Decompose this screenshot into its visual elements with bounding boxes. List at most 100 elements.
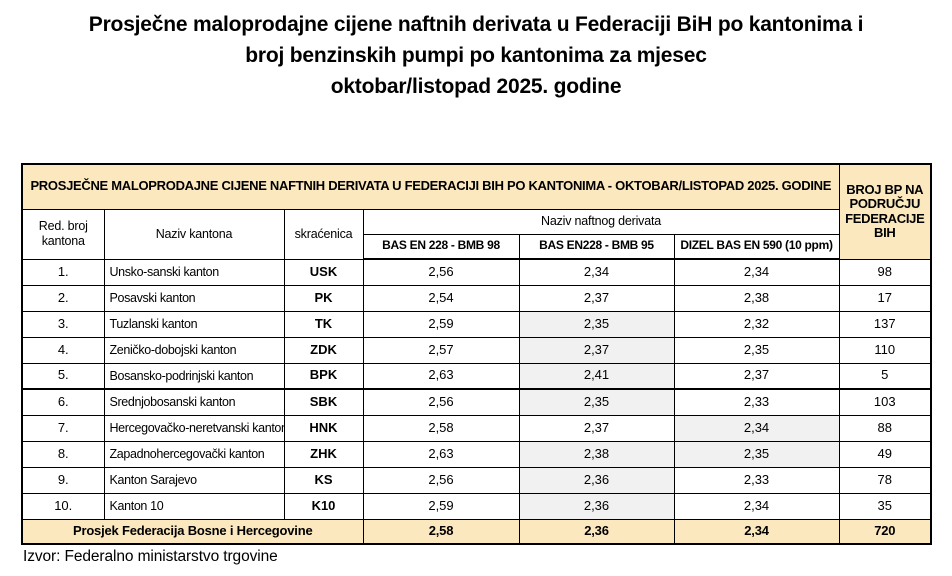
table-title-row: PROSJEČNE MALOPRODAJNE CIJENE NAFTNIH DE… [21,163,932,260]
price-bmb95: 2,34 [518,258,675,286]
price-bmb95: 2,36 [518,492,675,520]
col-header-red-broj: Red. broj kantona [21,208,105,260]
price-bmb95: 2,37 [518,336,675,364]
canton-name: Tuzlanski kanton [103,310,285,338]
price-dizel: 2,33 [673,466,840,494]
price-dizel: 2,35 [673,440,840,468]
page-title: Prosječne maloprodajne cijene naftnih de… [0,9,952,102]
col-header-bmb98: BAS EN 228 - BMB 98 [362,233,520,260]
table-main-header: PROSJEČNE MALOPRODAJNE CIJENE NAFTNIH DE… [21,163,840,210]
table-row: 3. Tuzlanski kanton TK 2,59 2,35 2,32 13… [21,310,932,338]
row-number: 1. [21,258,105,286]
price-dizel: 2,34 [673,414,840,442]
col-header-red-broj-line1: Red. broj [38,219,88,233]
row-number: 6. [21,388,105,416]
bp-count: 110 [838,336,932,364]
canton-abbr: SBK [283,388,364,416]
price-bmb95: 2,35 [518,388,675,416]
canton-name: Zapadnohercegovački kanton [103,440,285,468]
bp-count: 78 [838,466,932,494]
canton-abbr: TK [283,310,364,338]
bp-count: 98 [838,258,932,286]
price-bmb98: 2,57 [362,336,520,364]
fuel-price-table: PROSJEČNE MALOPRODAJNE CIJENE NAFTNIH DE… [21,163,933,545]
table-row: 2. Posavski kanton PK 2,54 2,37 2,38 17 [21,284,932,312]
price-bmb98: 2,56 [362,258,520,286]
derivative-header-row: BAS EN 228 - BMB 98 BAS EN228 - BMB 95 D… [22,233,931,260]
bp-header-line: BROJ BP NA [846,181,924,197]
canton-abbr: ZHK [283,440,364,468]
table-row: 6. Srednjobosanski kanton SBK 2,56 2,35 … [21,388,932,416]
col-header-bmb95: BAS EN228 - BMB 95 [518,233,675,260]
canton-name: Unsko-sanski kanton [103,258,285,286]
summary-price-bmb98: 2,58 [362,518,520,545]
price-bmb95: 2,36 [518,466,675,494]
bp-count: 35 [838,492,932,520]
table-row: 4. Zeničko-dobojski kanton ZDK 2,57 2,37… [21,336,932,364]
col-header-red-broj-line2: kantona [41,234,85,248]
table-row: 8. Zapadnohercegovački kanton ZHK 2,63 2… [21,440,932,468]
bp-header-line: BIH [874,225,896,241]
bp-count: 5 [838,362,932,390]
price-dizel: 2,37 [673,362,840,390]
row-number: 5. [21,362,105,390]
row-number: 4. [21,336,105,364]
table-row: 9. Kanton Sarajevo KS 2,56 2,36 2,33 78 [21,466,932,494]
price-bmb95: 2,35 [518,310,675,338]
bp-header-line: PODRUČJU [849,196,921,212]
price-dizel: 2,38 [673,284,840,312]
table-row: 1. Unsko-sanski kanton USK 2,56 2,34 2,3… [21,258,932,286]
table-row: 7. Hercegovačko-neretvanski kanton HNK 2… [21,414,932,442]
page-title-line: broj benzinskih pumpi po kantonima za mj… [245,44,707,67]
bp-column-header: BROJ BP NA PODRUČJU FEDERACIJE BIH [838,163,932,260]
table-row: 5. Bosansko-podrinjski kanton BPK 2,63 2… [21,362,932,390]
table-row: 10. Kanton 10 K10 2,59 2,36 2,34 35 [21,492,932,520]
canton-abbr: USK [283,258,364,286]
price-dizel: 2,33 [673,388,840,416]
price-bmb98: 2,59 [362,492,520,520]
canton-name: Bosansko-podrinjski kanton [103,362,285,390]
price-dizel: 2,32 [673,310,840,338]
price-dizel: 2,35 [673,336,840,364]
price-bmb98: 2,63 [362,440,520,468]
bp-count: 137 [838,310,932,338]
summary-price-dizel: 2,34 [673,518,840,545]
source-note: Izvor: Federalno ministarstvo trgovine [23,548,278,565]
summary-label: Prosjek Federacija Bosne i Hercegovine [21,518,364,545]
price-bmb98: 2,58 [362,414,520,442]
price-dizel: 2,34 [673,258,840,286]
price-bmb95: 2,37 [518,414,675,442]
row-number: 3. [21,310,105,338]
canton-name: Hercegovačko-neretvanski kanton [103,414,285,442]
bp-count: 49 [838,440,932,468]
canton-abbr: BPK [283,362,364,390]
row-number: 7. [21,414,105,442]
price-bmb95: 2,37 [518,284,675,312]
row-number: 9. [21,466,105,494]
canton-name: Kanton Sarajevo [103,466,285,494]
column-header-row: Red. broj kantona Naziv kantona skraćeni… [21,208,931,260]
canton-name: Posavski kanton [103,284,285,312]
bp-count: 17 [838,284,932,312]
col-header-naziv-kantona: Naziv kantona [103,208,285,260]
canton-abbr: PK [283,284,364,312]
summary-price-bmb95: 2,36 [518,518,675,545]
price-bmb95: 2,38 [518,440,675,468]
row-number: 10. [21,492,105,520]
price-dizel: 2,34 [673,492,840,520]
page-title-line: oktobar/listopad 2025. godine [330,75,622,98]
page-title-line: Prosječne maloprodajne cijene naftnih de… [88,13,864,36]
price-bmb98: 2,59 [362,310,520,338]
canton-abbr: ZDK [283,336,364,364]
bp-header-line: FEDERACIJE [845,210,925,226]
bp-count: 88 [838,414,932,442]
col-header-skracenica: skraćenica [283,208,364,260]
row-number: 2. [21,284,105,312]
price-bmb95: 2,41 [518,362,675,390]
bp-count: 103 [838,388,932,416]
col-header-derivat-group: Naziv naftnog derivata [362,208,840,235]
canton-abbr: K10 [283,492,364,520]
price-bmb98: 2,56 [362,388,520,416]
canton-name: Srednjobosanski kanton [103,388,285,416]
